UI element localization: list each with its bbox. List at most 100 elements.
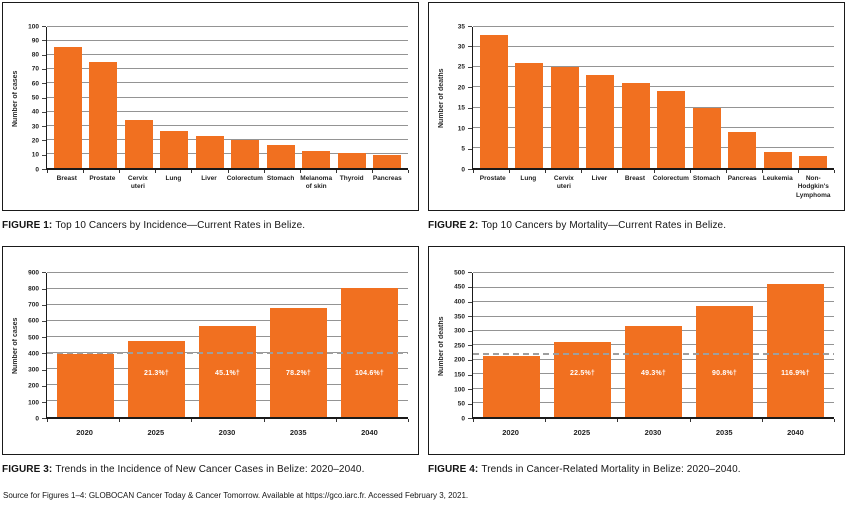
x-axis-label: 2040 bbox=[787, 428, 804, 438]
gridline bbox=[47, 152, 408, 154]
x-axis-label: Thyroid bbox=[339, 175, 364, 182]
y-tick-mark bbox=[468, 87, 472, 89]
figure-1-y-axis-title: Number of cases bbox=[12, 70, 19, 127]
x-axis-label: Liver bbox=[201, 175, 217, 182]
x-axis-label: Cervix uteri bbox=[127, 175, 148, 191]
figure-3-caption-label: FIGURE 3: bbox=[2, 464, 53, 476]
y-tick-mark bbox=[42, 320, 46, 322]
bar-slot bbox=[512, 27, 548, 168]
figure-4-caption-text: Trends in Cancer-Related Mortality in Be… bbox=[481, 464, 741, 476]
bar-slot bbox=[86, 27, 122, 168]
y-tick-mark bbox=[468, 389, 472, 391]
bar-lung bbox=[160, 131, 189, 168]
x-axis-label: Lung bbox=[165, 175, 182, 182]
x-axis-label: Pancreas bbox=[727, 175, 757, 182]
bar-slot bbox=[228, 27, 264, 168]
x-axis-label: 2030 bbox=[644, 428, 662, 438]
bar-slot bbox=[583, 27, 619, 168]
y-tick-label: 150 bbox=[454, 371, 465, 379]
bar-slot bbox=[654, 27, 690, 168]
x-axis-label: Breast bbox=[56, 175, 77, 182]
bar-2020 bbox=[483, 355, 540, 418]
x-tick-mark bbox=[299, 170, 301, 173]
x-axis-label: Pancreas bbox=[372, 175, 402, 182]
figure-2-plot-area bbox=[472, 26, 835, 173]
gridline bbox=[473, 106, 834, 108]
x-axis-label: Lung bbox=[520, 175, 537, 182]
y-tick-mark bbox=[468, 403, 472, 405]
bar-stomach bbox=[266, 145, 295, 168]
y-tick-mark bbox=[42, 288, 46, 290]
y-tick-mark bbox=[468, 301, 472, 303]
x-tick-mark bbox=[617, 419, 619, 423]
x-tick-mark bbox=[761, 170, 763, 173]
bar-2020 bbox=[57, 354, 114, 418]
y-tick-mark bbox=[42, 140, 46, 142]
bar-pancreas bbox=[728, 131, 757, 168]
y-tick-mark bbox=[468, 330, 472, 332]
bar-slot bbox=[370, 27, 406, 168]
bar-liver bbox=[586, 75, 615, 168]
figure-4-y-axis-title: Number of deaths bbox=[438, 316, 445, 377]
y-tick-label: 350 bbox=[454, 312, 465, 320]
y-tick-label: 70 bbox=[31, 65, 39, 73]
y-tick-label: 300 bbox=[454, 327, 465, 335]
x-tick-mark bbox=[509, 170, 511, 173]
x-axis-label: Leukemia bbox=[762, 175, 793, 182]
x-tick-mark bbox=[689, 419, 691, 423]
bar-slot: 104.6%† bbox=[334, 273, 405, 418]
figure-1-chart-panel: Number of cases 0 10 20 30 40 50 60 70 80 90 100 B… bbox=[2, 2, 419, 212]
bar-slot bbox=[760, 27, 796, 168]
x-axis-label: 2020 bbox=[76, 428, 93, 438]
x-axis-label: 2020 bbox=[502, 428, 519, 438]
bar-slot bbox=[121, 27, 157, 168]
figure-1-y-axis: 0 10 20 30 40 50 60 70 80 90 100 bbox=[22, 23, 46, 172]
gridline bbox=[473, 286, 834, 288]
y-tick-mark bbox=[42, 169, 46, 170]
gridline bbox=[47, 272, 408, 274]
x-tick-mark bbox=[797, 170, 799, 173]
figure-2-caption: FIGURE 2: Top 10 Cancers by Mortality—Cur… bbox=[428, 220, 845, 231]
bar-slot: 45.1%† bbox=[192, 273, 263, 418]
gridline bbox=[47, 96, 408, 98]
x-tick-mark bbox=[263, 170, 265, 173]
y-tick-label: 80 bbox=[31, 51, 39, 59]
y-tick-mark bbox=[42, 26, 46, 27]
y-tick-mark bbox=[42, 369, 46, 371]
bar-percent-label: 78.2%† bbox=[286, 370, 311, 377]
y-tick-mark bbox=[468, 316, 472, 318]
figure-4: Number of deaths 0 50 100 150 200 250 300 350 40… bbox=[428, 246, 845, 475]
x-axis-label: 2025 bbox=[147, 428, 165, 438]
x-axis-label: Colorectum bbox=[652, 175, 689, 182]
figure-1: Number of cases 0 10 20 30 40 50 60 70 80 90 100 B… bbox=[2, 2, 419, 231]
y-tick-mark bbox=[468, 418, 472, 420]
x-axis-label: 2030 bbox=[218, 428, 236, 438]
y-tick-label: 5 bbox=[461, 145, 465, 153]
gridline bbox=[47, 124, 408, 126]
gridline bbox=[47, 26, 408, 27]
bars-group bbox=[47, 27, 408, 168]
y-tick-label: 0 bbox=[35, 165, 39, 173]
gridline bbox=[473, 26, 834, 27]
y-tick-label: 35 bbox=[457, 22, 465, 30]
x-tick-mark bbox=[371, 170, 373, 173]
y-tick-label: 600 bbox=[28, 317, 39, 325]
x-tick-mark bbox=[47, 170, 48, 173]
y-tick-label: 900 bbox=[28, 269, 39, 277]
figure-4-plot-area: 22.5%† 49.3%† 90.8%† 116.9%† bbox=[472, 272, 835, 423]
y-tick-label: 100 bbox=[28, 398, 39, 406]
y-tick-mark bbox=[468, 128, 472, 130]
bar-2030 bbox=[625, 325, 682, 418]
figures-grid: Number of cases 0 10 20 30 40 50 60 70 80 90 100 B… bbox=[2, 2, 845, 475]
figure-4-caption: FIGURE 4: Trends in Cancer-Related Mortal… bbox=[428, 464, 845, 475]
gridline bbox=[473, 126, 834, 128]
y-tick-label: 300 bbox=[28, 366, 39, 374]
bar-prostate bbox=[89, 62, 118, 168]
figure-2-y-axis: 0 5 10 15 20 25 30 35 bbox=[448, 22, 472, 172]
y-tick-label: 200 bbox=[454, 356, 465, 364]
bar-colorectum bbox=[657, 91, 686, 168]
figure-1-plot-area bbox=[46, 26, 409, 173]
x-tick-mark bbox=[834, 170, 835, 173]
gridline bbox=[473, 315, 834, 317]
